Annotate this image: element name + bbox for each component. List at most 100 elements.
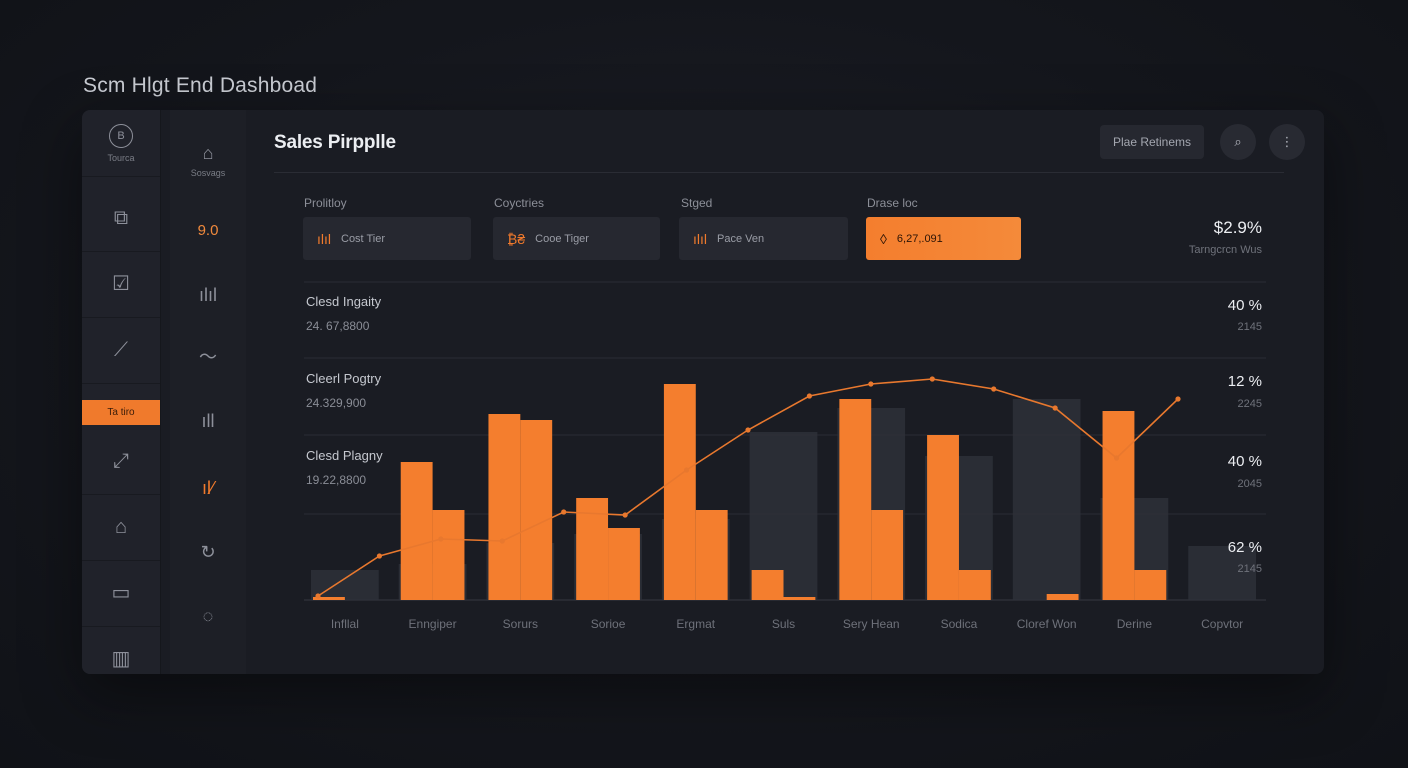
x-tick-label: Cloref Won	[1016, 617, 1077, 631]
filter-button[interactable]: Plae Retinems	[1100, 125, 1204, 159]
band-sub-2: 2245	[1237, 398, 1262, 410]
bar	[871, 510, 904, 600]
bar	[663, 384, 696, 600]
summary-label: Tarngcrcn Wus	[1188, 244, 1262, 256]
rail-item-home[interactable]: ⌂	[82, 494, 160, 561]
bar	[313, 597, 345, 600]
filter-countries[interactable]: ₿₴ Cooe Tiger	[493, 217, 660, 260]
side2-value: 9.0	[197, 221, 219, 239]
rail-active-tab[interactable]: Ta tiro	[82, 400, 160, 425]
bar-chart-icon: ıll	[201, 410, 215, 431]
bar	[958, 570, 991, 600]
x-tick-label: Derine	[1116, 617, 1153, 631]
trend-point	[1052, 405, 1058, 411]
rail-item-share[interactable]: ⤢	[82, 428, 160, 495]
bar	[432, 510, 465, 600]
rail-item-label: Tourca	[107, 152, 135, 163]
side2-item-lock[interactable]: ⌂ Sosvags	[170, 130, 246, 190]
x-tick-label: Copvtor	[1201, 617, 1244, 631]
trend-point	[315, 593, 321, 599]
band-sub-3: 2045	[1237, 478, 1262, 490]
band-label-3: Clesd Plagny	[306, 448, 383, 463]
band-label-2: Cleerl Pogtry	[306, 371, 382, 386]
refresh-icon: ↻	[200, 541, 216, 562]
app-frame: B Tourca ⧉ ☑ ⟋ Ta tiro ⤢ ⌂ ▭ ▥ ⌂ Sosvags	[82, 110, 1324, 674]
home-icon: ⌂	[114, 516, 128, 538]
primary-rail: B Tourca ⧉ ☑ ⟋ Ta tiro ⤢ ⌂ ▭ ▥	[82, 110, 161, 674]
bars-icon: ılıl	[693, 230, 707, 247]
band-sub-4: 2145	[1237, 563, 1262, 575]
bars-icon: ılıl	[317, 230, 331, 247]
band-sub-1: 2145	[1237, 321, 1262, 333]
summary-value: $2.9%	[1213, 218, 1262, 237]
rail-item-clipboard[interactable]: ⧉	[82, 185, 160, 252]
ghost-bar	[1012, 399, 1081, 600]
bar	[1134, 570, 1167, 600]
bar	[783, 597, 816, 600]
bar	[695, 510, 728, 600]
bars-icon: ılıl	[199, 284, 217, 305]
bar	[1102, 411, 1135, 600]
band-pct-2: 12 %	[1227, 373, 1262, 390]
diamond-icon: ◊	[880, 230, 887, 247]
more-icon[interactable]: ⋮	[1269, 124, 1305, 160]
x-tick-label: Sery Hean	[842, 617, 900, 631]
pipeline-chart	[304, 281, 1266, 601]
band-value-1: 24. 67,8800	[306, 319, 370, 333]
filter-product[interactable]: ılıl Cost Tier	[303, 217, 471, 260]
trend-point	[745, 427, 751, 433]
filter-stage[interactable]: ılıl Pace Ven	[679, 217, 848, 260]
rail-item-calendar[interactable]: ▥	[82, 626, 160, 674]
band-value-2: 24.329,900	[306, 396, 367, 410]
page-title: Scm Hlgt End Dashboad	[83, 74, 318, 97]
bar	[400, 462, 433, 600]
clipboard-icon: ⧉	[113, 207, 129, 229]
trend-point	[438, 536, 444, 542]
x-tick-label: Sorurs	[502, 617, 538, 631]
rail-item-checklist[interactable]: ☑	[82, 251, 160, 318]
x-tick-label: Sorioe	[590, 617, 626, 631]
side2-item-label: Sosvags	[190, 167, 226, 178]
side2-item-value[interactable]: 9.0	[170, 200, 246, 260]
band-pct-1: 40 %	[1227, 297, 1262, 314]
filter-value: Pace Ven	[717, 232, 765, 245]
side2-item-loop[interactable]: ◌	[170, 586, 246, 646]
side2-item-refresh[interactable]: ↻	[170, 522, 246, 582]
search-icon[interactable]: ⌕	[1220, 124, 1256, 160]
trend-point	[1113, 455, 1120, 461]
filter-value: Cost Tier	[341, 232, 386, 245]
side2-item-bars[interactable]: ılıl	[170, 265, 246, 325]
calendar-icon: ▥	[111, 648, 131, 670]
filter-label-product: Prolitloy	[304, 196, 347, 210]
bar	[608, 528, 640, 600]
filter-label-date: Drase loc	[867, 196, 918, 210]
share-icon: ⤢	[113, 450, 129, 472]
header-divider	[274, 172, 1284, 173]
rail-item-link[interactable]: ⟋	[82, 317, 160, 384]
rail-item-wallet[interactable]: ▭	[82, 560, 160, 627]
side2-item-growth[interactable]: ıl⁄	[170, 458, 246, 518]
card-title: Sales Pirpplle	[274, 132, 396, 153]
bar	[488, 414, 521, 600]
rail-item-b[interactable]: B Tourca	[82, 110, 160, 177]
filter-date[interactable]: ◊ 6,27,.091	[866, 217, 1021, 260]
checklist-icon: ☑	[112, 273, 130, 295]
b-icon: B	[109, 123, 133, 148]
x-tick-label: Ergmat	[676, 617, 716, 631]
bar	[520, 420, 553, 600]
pipeline-card: Sales Pirpplle Plae Retinems ⌕ ⋮ Prolitl…	[246, 110, 1324, 674]
bar	[1046, 594, 1079, 600]
x-tick-label: Infllal	[330, 617, 359, 631]
x-tick-label: Sodica	[940, 617, 978, 631]
trend-icon: 〜	[199, 347, 217, 367]
side2-item-trend[interactable]: 〜	[170, 326, 246, 386]
lock-icon: ⌂	[202, 142, 214, 163]
trend-point	[376, 553, 383, 559]
band-pct-4: 62 %	[1227, 539, 1262, 556]
currency-icon: ₿₴	[507, 230, 526, 247]
filter-label-countries: Coyctries	[494, 196, 545, 210]
ghost-bar	[311, 570, 379, 600]
ghost-bar	[1188, 546, 1256, 600]
trend-point	[683, 467, 690, 473]
side2-item-bar-chart[interactable]: ıll	[170, 391, 246, 451]
